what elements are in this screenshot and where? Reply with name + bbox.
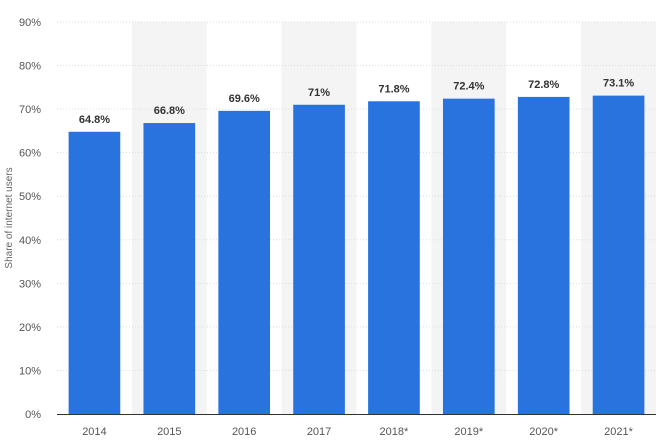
y-tick-label: 40% [19, 235, 41, 247]
y-tick-label: 10% [19, 365, 41, 377]
x-tick-label: 2020* [529, 426, 558, 438]
x-tick-label: 2019* [454, 426, 483, 438]
data-label: 72.4% [453, 81, 484, 93]
y-tick-label: 70% [19, 104, 41, 116]
y-tick-label: 80% [19, 61, 41, 73]
bars [68, 95, 645, 414]
data-labels: 64.8% 66.8% 69.6% 71% 71.8% 72.4% 72.8% 73.1% [79, 78, 635, 126]
y-tick-label: 90% [19, 17, 41, 29]
y-tick-label: 20% [19, 322, 41, 334]
bar[interactable] [68, 131, 121, 414]
x-tick-label: 2016 [232, 426, 256, 438]
data-label: 69.6% [229, 93, 260, 105]
bar[interactable] [592, 95, 645, 414]
y-tick-label: 30% [19, 278, 41, 290]
y-axis-label: Share of internet users [4, 167, 15, 268]
y-axis-ticks: 0% 10% 20% 30% 40% 50% 60% 70% 80% 90% [19, 17, 41, 421]
y-tick-label: 0% [25, 409, 41, 421]
data-label: 73.1% [603, 78, 634, 90]
data-label: 66.8% [154, 105, 185, 117]
bar[interactable] [442, 98, 495, 414]
x-tick-label: 2015 [157, 426, 181, 438]
data-label: 72.8% [528, 79, 559, 91]
bar[interactable] [218, 110, 271, 414]
x-tick-label: 2021* [604, 426, 633, 438]
data-label: 64.8% [79, 114, 110, 126]
x-tick-label: 2017 [307, 426, 331, 438]
y-tick-label: 50% [19, 191, 41, 203]
bar[interactable] [143, 123, 196, 414]
data-label: 71% [308, 87, 330, 99]
y-tick-label: 60% [19, 148, 41, 160]
x-axis-ticks: 2014 2015 2016 2017 2018* 2019* 2020* 2021* [82, 426, 633, 438]
x-tick-label: 2018* [380, 426, 409, 438]
bar[interactable] [517, 96, 570, 414]
data-label: 71.8% [378, 83, 409, 95]
x-tick-label: 2014 [82, 426, 106, 438]
bar[interactable] [293, 104, 345, 414]
bar[interactable] [368, 101, 420, 414]
